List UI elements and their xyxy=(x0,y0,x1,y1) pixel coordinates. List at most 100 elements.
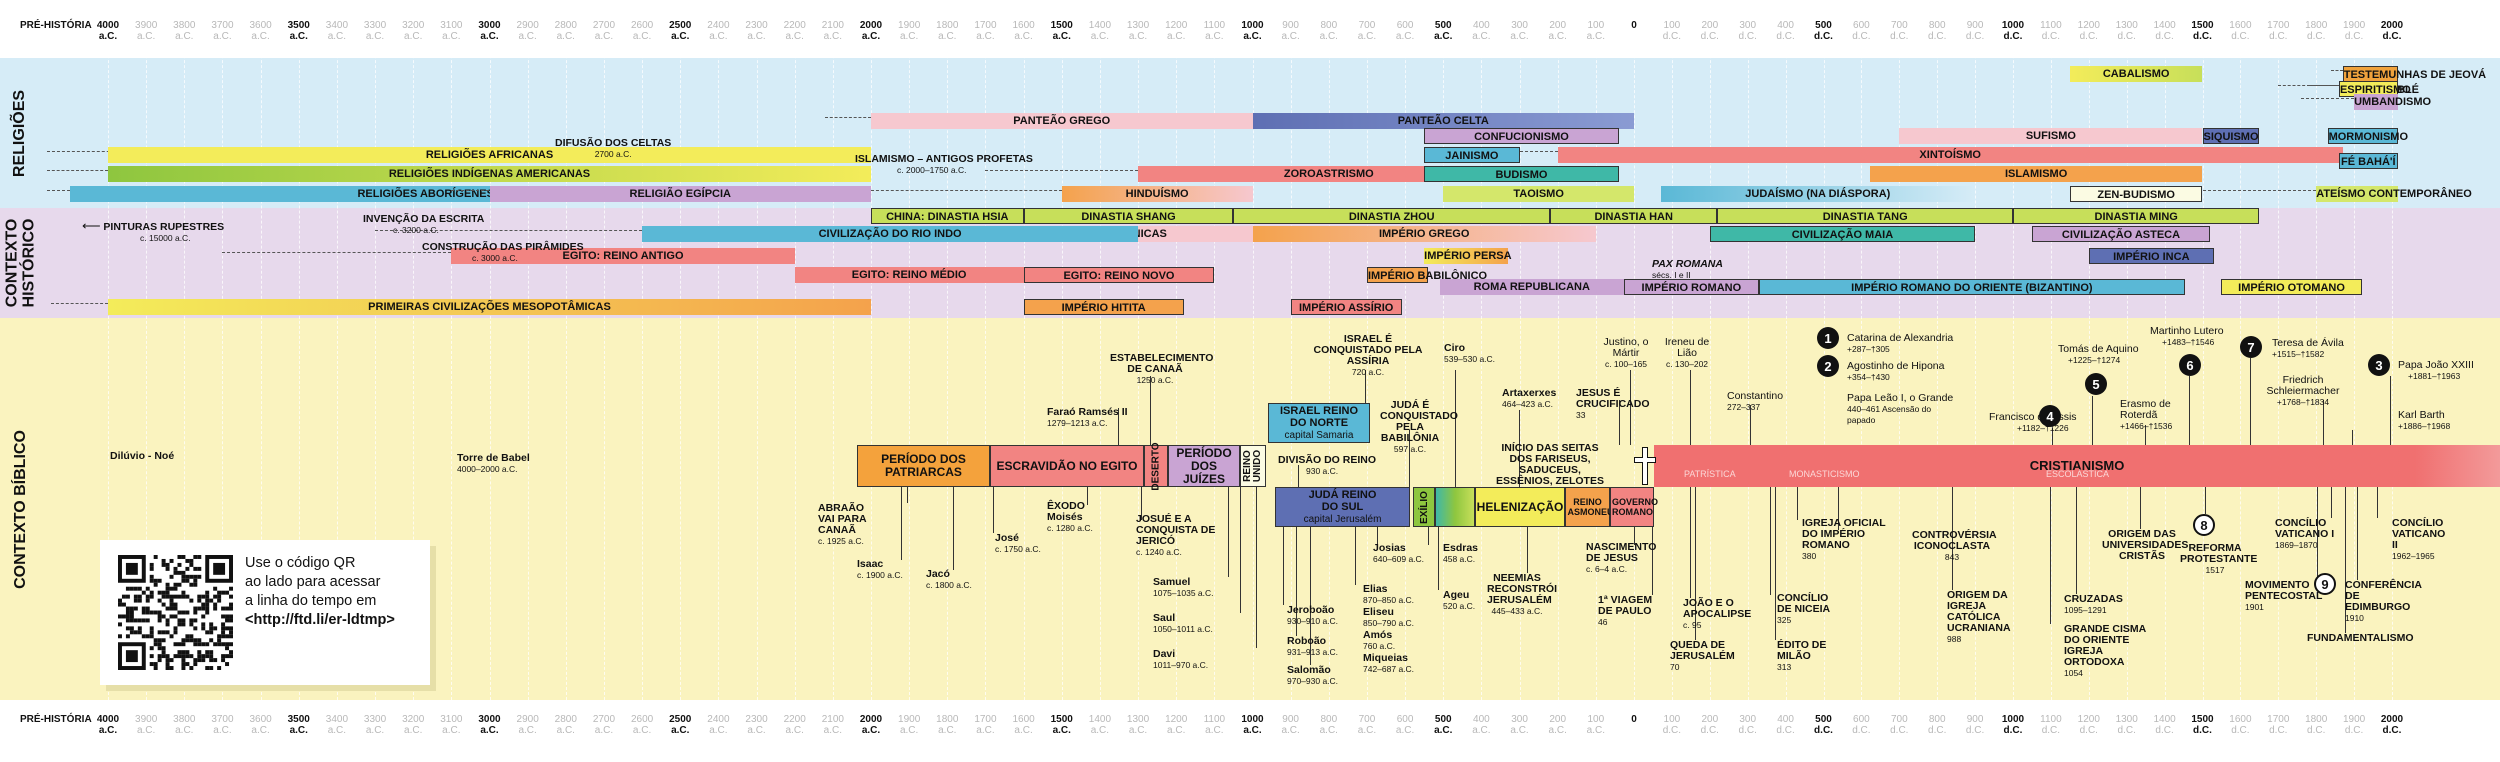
box-judges: PERÍODO DOS JUÍZES xyxy=(1168,445,1240,487)
gridline xyxy=(871,30,872,710)
gridline xyxy=(1481,30,1483,710)
gridline xyxy=(2050,30,2052,710)
axis-tick: 100 a.C. xyxy=(1587,714,1605,736)
axis-tick-era: a.C. xyxy=(976,31,995,42)
event-crucifixion: JESUS É CRUCIFICADO 33 xyxy=(1576,387,1650,421)
leader-line xyxy=(1296,527,1297,636)
axis-tick: 500 d.C. xyxy=(1814,714,1833,736)
gridline xyxy=(794,30,796,710)
axis-tick-era: a.C. xyxy=(1090,725,1110,736)
leader-line xyxy=(1952,487,1953,590)
event-iconoclasm: CONTROVÉRSIA ICONOCLASTA 843 xyxy=(1912,529,1997,563)
axis-tick: 800 a.C. xyxy=(1320,20,1338,42)
event-erasmus: Erasmo de Roterdã +1466–†1536 xyxy=(2120,398,2173,432)
event-josiah: Josias 640–609 a.C. xyxy=(1373,542,1425,565)
leader-line xyxy=(1797,487,1798,520)
axis-tick-era: d.C. xyxy=(1814,31,1833,42)
section-label-biblical: CONTEXTO BÍBLICO xyxy=(11,429,29,589)
event-teresa: Teresa de Ávila +1515–†1582 xyxy=(2272,337,2344,360)
box-desert: DESERTO xyxy=(1144,442,1168,490)
leader-line xyxy=(2323,400,2324,445)
marker-8: 8 xyxy=(2193,514,2215,536)
event-nehemiah: NEEMIAS RECONSTRÓI JERUSALÉM 445–433 a.C. xyxy=(1487,572,1558,617)
event-exodus: ÊXODO Moisés c. 1280 a.C. xyxy=(1047,500,1093,534)
axis-tick: 2500 a.C. xyxy=(669,714,691,736)
axis-tick-year: 800 xyxy=(1928,20,1946,31)
event-fundamentalism: FUNDAMENTALISMO xyxy=(2307,632,2414,644)
axis-tick-era: d.C. xyxy=(2269,31,2288,42)
axis-tick-era: d.C. xyxy=(1776,725,1795,736)
leader-line xyxy=(1455,370,1456,487)
axis-tick-year: 0 xyxy=(1631,20,1637,31)
axis-tick-era: a.C. xyxy=(1319,31,1338,42)
axis-tick: 600 d.C. xyxy=(1852,714,1870,736)
historical-bar: EGITO: REINO NOVO xyxy=(1023,267,1215,283)
axis-tick-era: a.C. xyxy=(175,725,194,736)
event-ukrainian-church: ORIGEM DA IGREJA CATÓLICA UCRANIANA 988 xyxy=(1947,589,2011,645)
axis-tick: 1600 d.C. xyxy=(2229,20,2251,42)
axis-tick: 700 d.C. xyxy=(1890,714,1908,736)
axis-tick: 3400 a.C. xyxy=(326,20,348,42)
cross-icon xyxy=(1634,447,1656,485)
axis-tick-year: 3800 xyxy=(173,714,196,725)
event-canaan: ESTABELECIMENTO DE CANAÃ 1250 a.C. xyxy=(1110,352,1214,386)
event-israel-assyria: ISRAEL É CONQUISTADO PELA ASSÍRIA 720 a.C… xyxy=(1313,333,1423,378)
axis-tick-era: a.C. xyxy=(1472,725,1491,736)
qr-code-icon[interactable] xyxy=(118,555,233,670)
axis-tick-era: a.C. xyxy=(1014,725,1033,736)
note-pyramids: CONSTRUÇÃO DAS PIRÂMIDES c. 3000 a.C. xyxy=(422,241,584,264)
religion-dash-lead xyxy=(2202,190,2317,191)
leader-line xyxy=(993,487,994,533)
axis-tick: 1500 d.C. xyxy=(2191,714,2213,736)
axis-tick-year: 3500 xyxy=(287,714,310,725)
axis-tick: 3600 a.C. xyxy=(249,714,271,736)
gridline xyxy=(2278,30,2280,710)
axis-tick-era: a.C. xyxy=(556,725,575,736)
axis-tick: 200 d.C. xyxy=(1701,714,1719,736)
axis-tick: 2900 a.C. xyxy=(517,714,539,736)
axis-tick-year: 1400 xyxy=(1088,714,1112,725)
axis-tick-era: a.C. xyxy=(1434,725,1453,736)
axis-tick: 900 a.C. xyxy=(1281,20,1299,42)
event-universities: ORIGEM DAS UNIVERSIDADES CRISTÃS xyxy=(2102,528,2189,562)
axis-tick-era: a.C. xyxy=(98,31,118,42)
axis-tick-year: 300 xyxy=(1739,20,1757,31)
leader-line xyxy=(1283,527,1284,605)
axis-tick: 1000 d.C. xyxy=(2002,714,2024,736)
leader-line xyxy=(1652,527,1653,595)
axis-tick: 100 a.C. xyxy=(1587,20,1605,42)
axis-tick: 1200 d.C. xyxy=(2078,20,2100,42)
qr-url-link[interactable]: <http://ftd.li/er-ldtmp> xyxy=(245,612,395,628)
axis-tick: 900 a.C. xyxy=(1281,714,1299,736)
axis-tick: 100 d.C. xyxy=(1663,20,1681,42)
axis-tick-year: 200 xyxy=(1701,714,1719,725)
axis-tick: 3000 a.C. xyxy=(478,714,500,736)
gridline xyxy=(1709,30,1711,710)
axis-tick: 3200 a.C. xyxy=(402,20,424,42)
leader-line xyxy=(1428,527,1429,545)
gridline xyxy=(1099,30,1101,710)
axis-tick: 800 d.C. xyxy=(1928,20,1946,42)
axis-tick-year: 1500 xyxy=(2191,714,2214,725)
axis-tick-era: d.C. xyxy=(2307,31,2326,42)
axis-tick: 300 d.C. xyxy=(1739,20,1757,42)
axis-tick-year: 900 xyxy=(1966,714,1984,725)
religion-bar: ESPIRITISMO xyxy=(2338,81,2411,97)
axis-tick-era: a.C. xyxy=(671,725,690,736)
religion-dash-lead xyxy=(46,190,70,191)
historical-bar: IMPÉRIO ROMANO DO ORIENTE (BIZANTINO) xyxy=(1759,279,2185,295)
axis-tick-era: d.C. xyxy=(1738,725,1757,736)
axis-tick-year: 2500 xyxy=(669,20,692,31)
leader-line xyxy=(1228,487,1229,577)
box-asmonean: REINO ASMONEU xyxy=(1565,487,1614,527)
leader-line xyxy=(2345,487,2346,633)
axis-tick-year: 2300 xyxy=(745,20,768,31)
axis-tick: 1900 a.C. xyxy=(898,714,920,736)
axis-tick-era: a.C. xyxy=(1052,31,1071,42)
section-label-historical: CONTEXTO HISTÓRICO xyxy=(0,208,40,318)
event-sects: INÍCIO DAS SEITAS DOS FARISEUS, SADUCEUS… xyxy=(1496,442,1604,487)
axis-tick-year: 600 xyxy=(1396,714,1414,725)
axis-tick-year: 800 xyxy=(1928,714,1946,725)
axis-tick: 0 xyxy=(1631,714,1637,725)
event-jacob: Jacó c. 1800 a.C. xyxy=(926,568,972,591)
